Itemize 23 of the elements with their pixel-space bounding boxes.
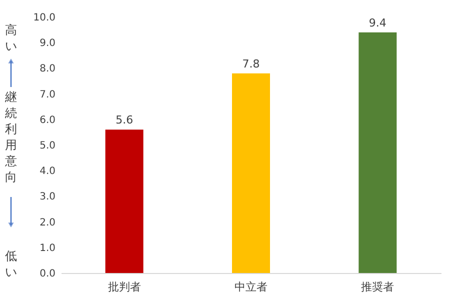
y-tick-label: 8.0 — [40, 64, 56, 75]
data-label: 5.6 — [116, 114, 134, 127]
x-tick-label: 批判者 — [108, 280, 141, 294]
bar — [232, 73, 270, 273]
y-tick-label: 2.0 — [40, 217, 56, 228]
y-tick-label: 6.0 — [40, 114, 56, 126]
y-axis-title: 継続利用意向 — [4, 90, 17, 184]
y-tick-label: 3.0 — [40, 192, 56, 203]
data-label: 7.8 — [242, 57, 260, 70]
x-tick-label: 中立者 — [234, 280, 268, 294]
y-tick-label: 1.0 — [40, 242, 56, 254]
data-label: 9.4 — [368, 16, 386, 30]
y-tick-label: 7.0 — [40, 89, 56, 100]
text: 高い — [5, 23, 17, 53]
bar — [105, 130, 144, 273]
bar — [358, 32, 397, 273]
y-tick-label: 4.0 — [40, 166, 56, 178]
y-tick-label: 5.0 — [40, 140, 56, 152]
y-tick-label: 10.0 — [33, 12, 56, 24]
x-tick-label: 推奨者 — [361, 280, 394, 294]
y-tick-label: 0.0 — [40, 268, 56, 280]
text: 低い — [5, 249, 17, 279]
y-tick-label: 9.0 — [40, 38, 56, 50]
